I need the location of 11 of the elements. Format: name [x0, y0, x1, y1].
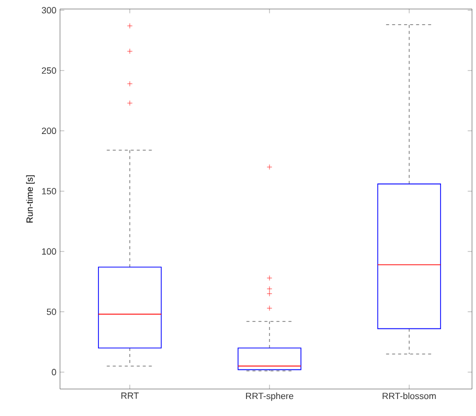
- y-tick-label: 150: [42, 188, 56, 194]
- y-axis-title: Run-time [s]: [26, 175, 35, 223]
- y-tick-label: 50: [46, 308, 56, 315]
- y-tick-label: 0: [52, 368, 56, 376]
- y-tick-label: 100: [42, 248, 56, 255]
- y-tick-label: 250: [42, 67, 56, 74]
- x-tick-label: RRT-sphere: [246, 392, 294, 401]
- y-tick-label: 200: [42, 128, 56, 134]
- x-tick-label: RRT-blossom: [382, 392, 436, 400]
- x-tick-label: RRT: [121, 392, 139, 399]
- y-tick-label: 300: [42, 7, 56, 14]
